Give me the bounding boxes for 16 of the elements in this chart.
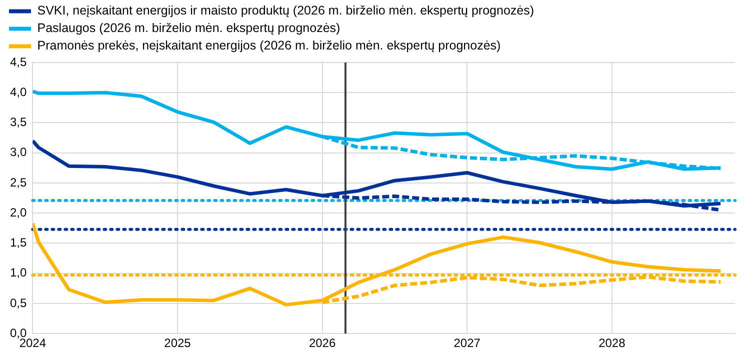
- y-tick-label: 2,5: [10, 175, 27, 190]
- legend-label: Paslaugos (2026 m. birželio mėn. ekspertų prognozės): [37, 21, 340, 36]
- legend-label: SVKI, neįskaitant energijos ir maisto produktų (2026 m. birželio mėn. ekspertų prognozės): [37, 4, 534, 18]
- y-tick-label: 3,0: [10, 145, 27, 160]
- y-tick-label: 1,5: [10, 236, 27, 250]
- x-tick-label: 2027: [454, 336, 481, 350]
- y-tick-label: 1,0: [10, 266, 27, 280]
- y-tick-label: 2,0: [10, 205, 27, 220]
- y-tick-label: 3,5: [10, 115, 27, 130]
- y-tick-label: 4,0: [10, 84, 27, 99]
- x-tick-label: 2025: [164, 336, 192, 350]
- y-tick-label: 4,5: [10, 54, 27, 69]
- legend-label: Pramonės prekės, neįskaitant energijos (2026 m. birželio mėn. ekspertų prognozės): [37, 38, 501, 53]
- x-tick-label: 2026: [308, 336, 336, 350]
- y-tick-label: 0,5: [10, 296, 27, 310]
- x-tick-label: 2028: [598, 336, 626, 350]
